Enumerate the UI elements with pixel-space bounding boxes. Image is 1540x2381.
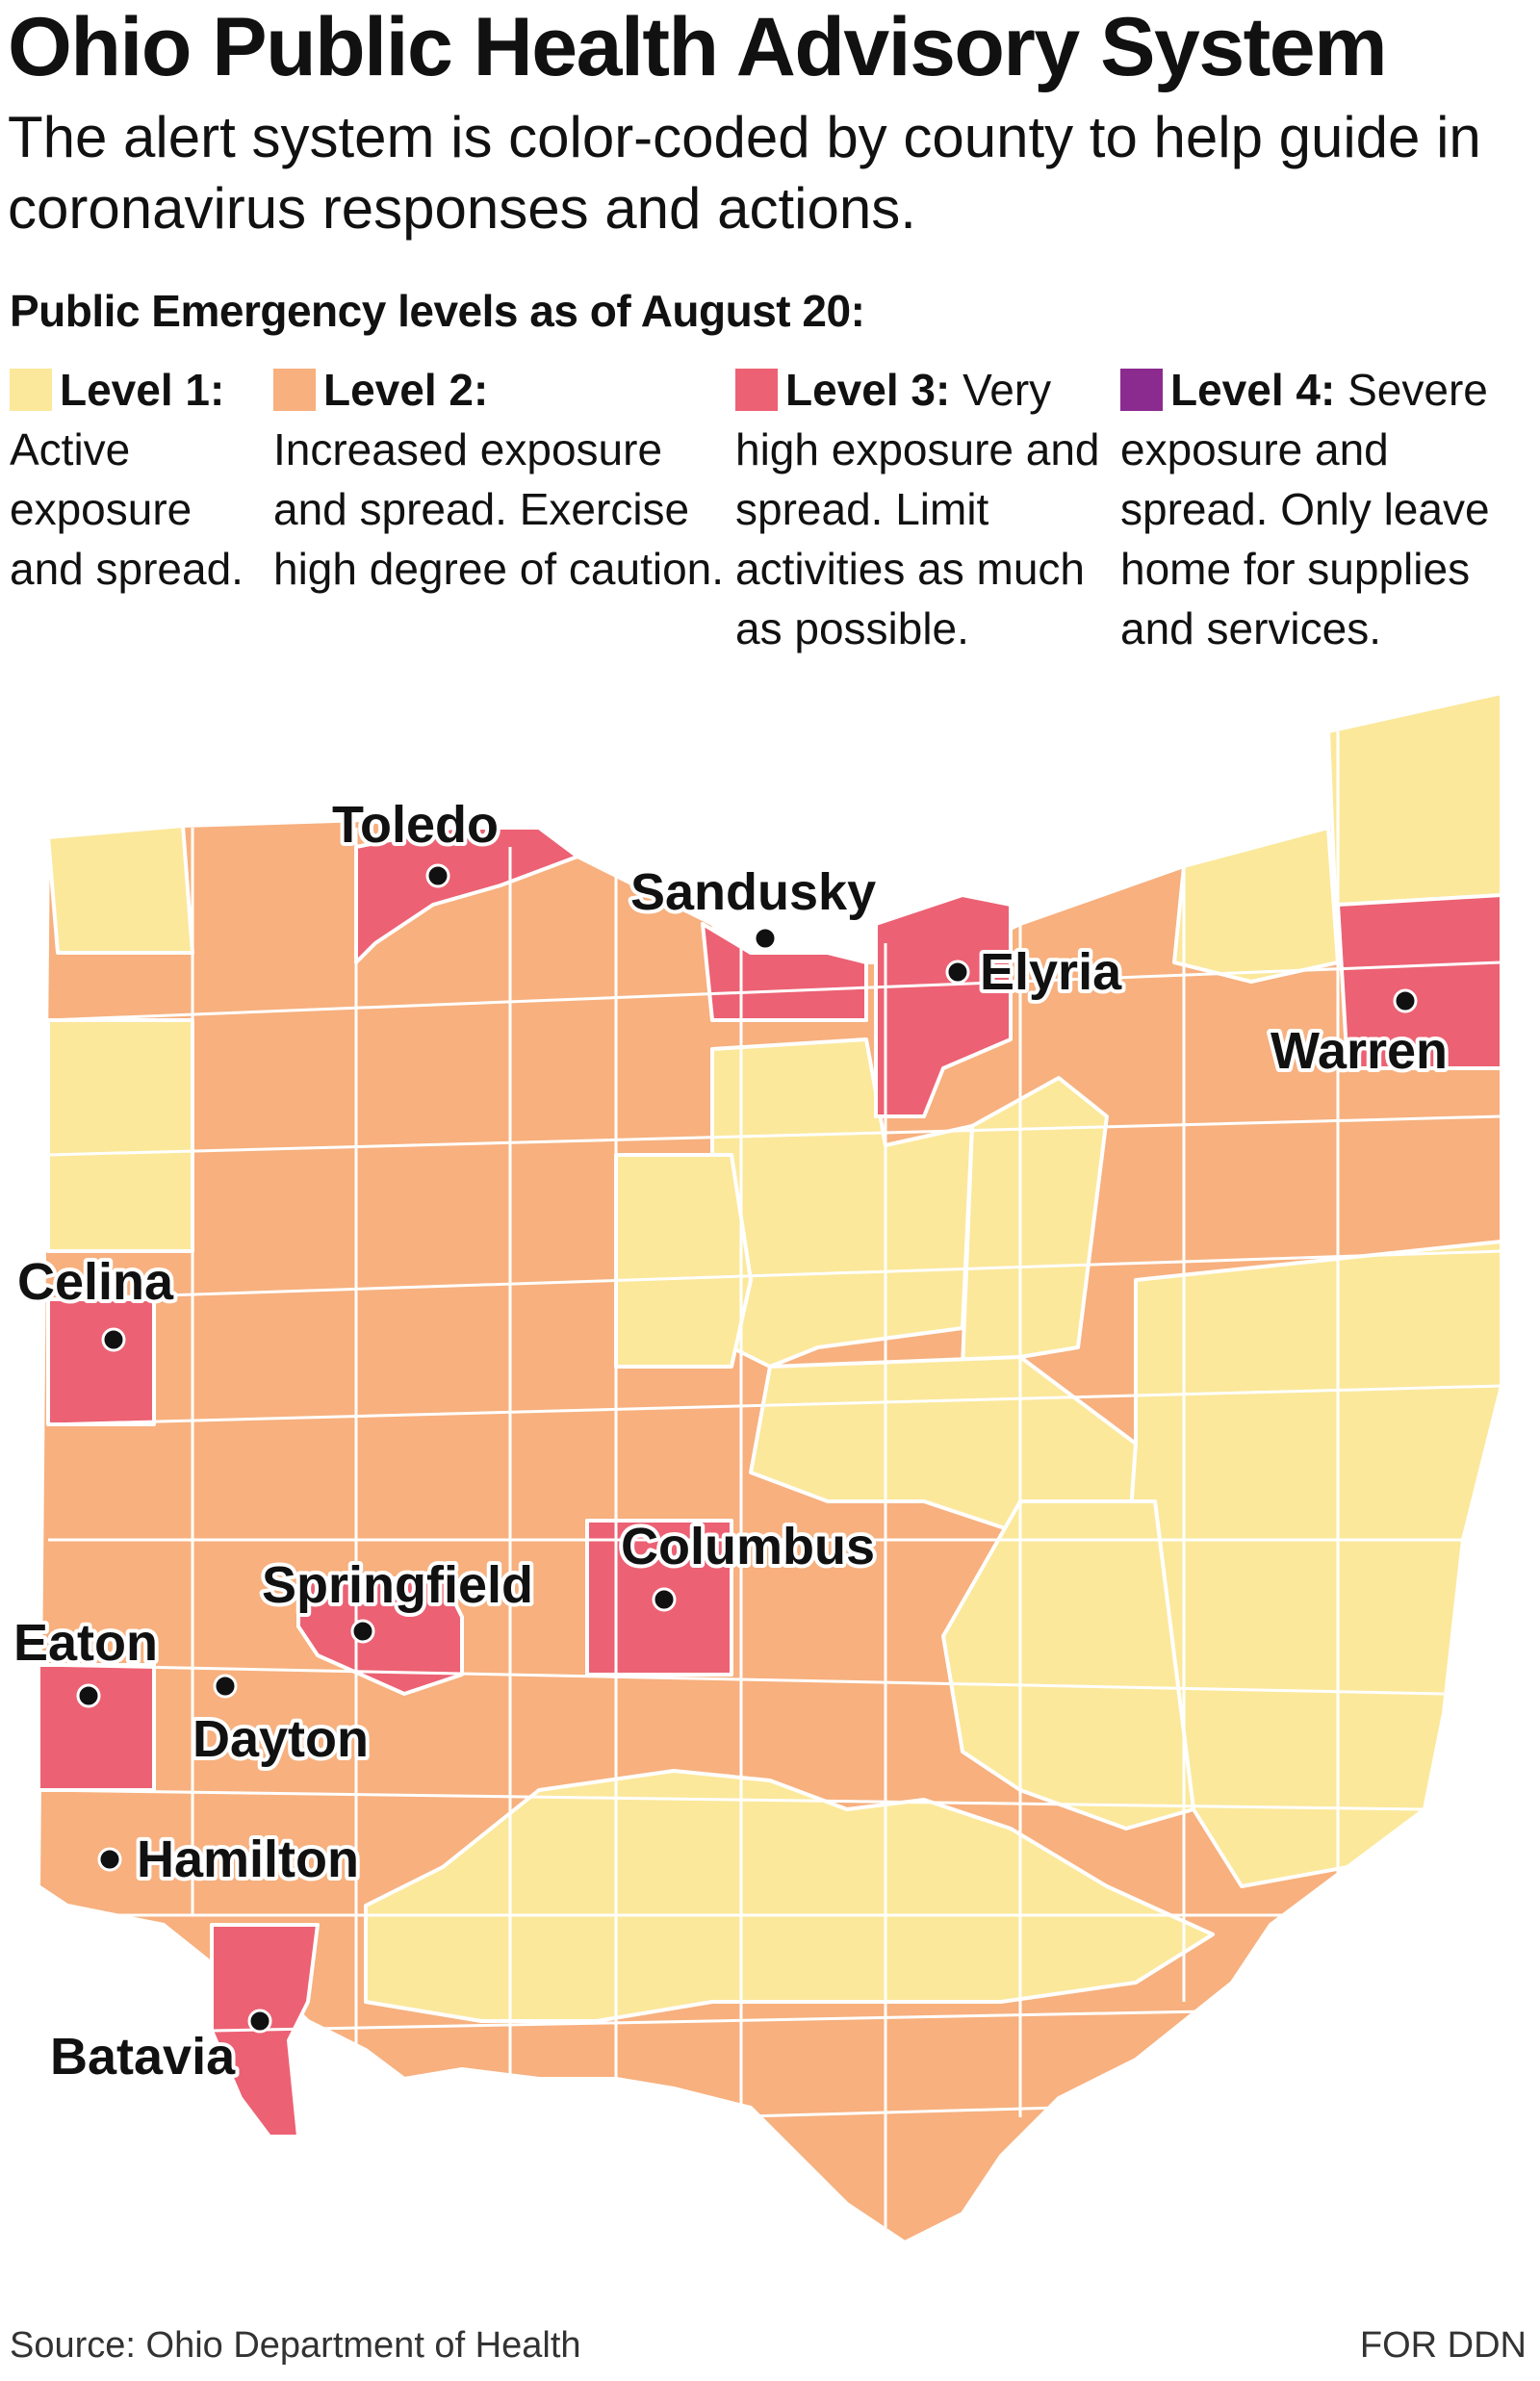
city-label-warren: Warren	[1270, 1022, 1448, 1080]
city-dot-warren	[1393, 988, 1418, 1013]
legend-level-2-label: Level 2:	[323, 365, 489, 415]
county-region-level-1-0	[46, 824, 194, 955]
county-region-level-1-10	[364, 1769, 1215, 2023]
city-label-sandusky: Sandusky	[630, 863, 876, 921]
legend-level-2-text: Increased exposure and spread. Exercise …	[273, 424, 725, 594]
legend-level-4: Level 4: Severe exposure and spread. Onl…	[1120, 360, 1534, 658]
county-border-line	[47, 960, 1502, 1022]
legend-level-3-label: Level 3:	[785, 365, 951, 415]
legend-level-1: Level 1: Active exposure and spread.	[10, 360, 270, 599]
county-region-level-1-9	[941, 1499, 1195, 1831]
county-lorain	[874, 893, 1013, 1118]
credit-note: FOR DDN	[1359, 2325, 1527, 2366]
county-border-line	[47, 1384, 1502, 1426]
county-border-line	[38, 1788, 1425, 1811]
city-label-hamilton: Hamilton	[137, 1831, 359, 1888]
county-region-level-1-6	[961, 1076, 1109, 1369]
city-dot-batavia	[247, 2009, 272, 2034]
city-label-eaton: Eaton	[13, 1614, 158, 1672]
levels-heading: Public Emergency levels as of August 20:	[10, 286, 865, 336]
county-trumbull	[1336, 893, 1503, 1070]
legend-level-3-text: Very high exposure and spread. Limit act…	[735, 365, 1100, 653]
city-label-celina: Celina	[17, 1253, 174, 1311]
county-region-level-1-1	[46, 1018, 194, 1253]
source-note: Source: Ohio Department of Health	[10, 2325, 581, 2366]
page-subtitle: The alert system is color-coded by count…	[8, 105, 1481, 241]
city-markers: Toledo Sandusky Elyria Warren Celina Columbus…	[10, 792, 1451, 2089]
county-border-line	[365, 2106, 1060, 2129]
legend-level-2: Level 2: Increased exposure and spread. …	[273, 360, 726, 599]
county-border-line	[38, 1663, 1445, 1696]
city-dot-elyria	[945, 960, 970, 985]
city-dot-hamilton	[97, 1847, 122, 1872]
legend-level-4-text: Severe exposure and spread. Only leave h…	[1120, 365, 1490, 653]
county-border-line	[211, 2010, 1204, 2033]
county-region-level-1-4	[1172, 826, 1340, 984]
page-title: Ohio Public Health Advisory System	[8, 1, 1388, 93]
county-border-line	[47, 1249, 1502, 1301]
city-dot-springfield	[350, 1619, 375, 1644]
city-label-elyria: Elyria	[980, 943, 1122, 1001]
city-dot-dayton	[213, 1674, 238, 1699]
county-lucas	[354, 826, 579, 964]
city-label-batavia: Batavia	[50, 2028, 236, 2086]
legend-level-3: Level 3: Very high exposure and spread. …	[735, 360, 1101, 658]
city-label-toledo: Toledo	[332, 796, 499, 854]
legend-swatch-level-2	[273, 369, 316, 411]
legend-level-1-label: Level 1:	[60, 365, 225, 415]
legend-swatch-level-4	[1120, 369, 1163, 411]
city-dot-columbus	[652, 1587, 677, 1612]
county-clark	[296, 1576, 464, 1696]
legend-level-1-text: Active exposure and spread.	[10, 424, 244, 594]
city-dot-sandusky	[753, 926, 778, 951]
city-dot-celina	[101, 1327, 126, 1352]
county-mercer	[46, 1297, 156, 1426]
county-preble	[37, 1663, 156, 1792]
city-label-dayton: Dayton	[192, 1710, 369, 1768]
county-erie	[701, 922, 868, 1022]
legend-level-4-label: Level 4:	[1170, 365, 1336, 415]
city-dot-toledo	[425, 863, 450, 888]
city-label-springfield: Springfield	[262, 1556, 533, 1614]
county-region-level-1-3	[614, 1153, 753, 1369]
county-border-line	[47, 1114, 1502, 1157]
city-label-columbus: Columbus	[621, 1518, 875, 1575]
legend-swatch-level-3	[735, 369, 778, 411]
legend-swatch-level-1	[10, 369, 52, 411]
city-dot-eaton	[76, 1683, 101, 1708]
county-borders	[38, 731, 1502, 2233]
county-regions	[37, 691, 1503, 2244]
